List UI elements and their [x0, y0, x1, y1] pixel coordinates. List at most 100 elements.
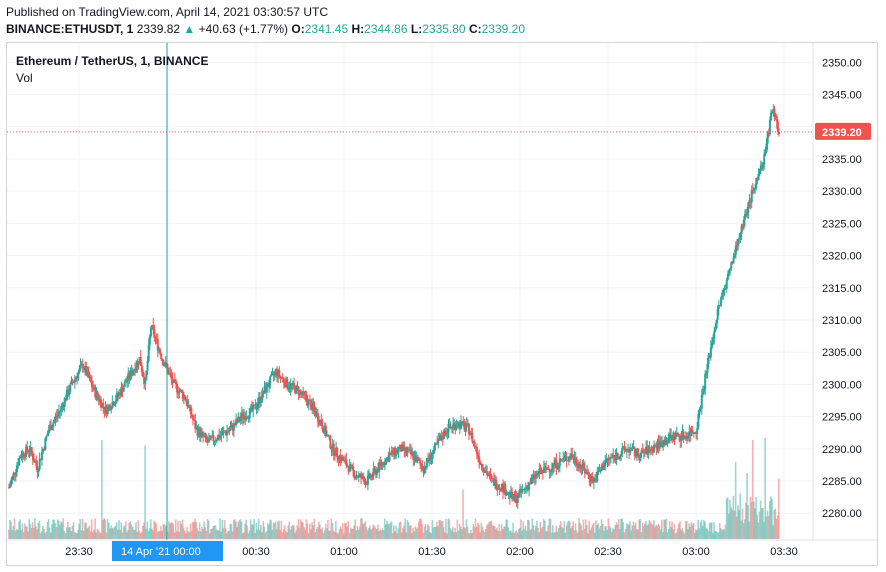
candle-body — [474, 446, 477, 448]
time-tick-label: 03:00 — [682, 546, 710, 558]
volume-bar — [565, 525, 568, 539]
candle-body — [23, 456, 26, 458]
volume-bar — [195, 521, 197, 539]
volume-bar — [642, 526, 645, 539]
candle-body — [546, 468, 549, 470]
volume-bar — [620, 518, 622, 539]
volume-bar — [557, 528, 560, 539]
candle-body — [257, 397, 260, 404]
candle-body — [378, 462, 381, 472]
volume-bar — [470, 529, 472, 539]
price-tick-label: 2320.00 — [822, 251, 862, 263]
volume-bar — [10, 521, 12, 539]
candle-body — [507, 492, 510, 495]
volume-bar — [554, 531, 556, 539]
candle-body — [768, 120, 771, 135]
volume-bar — [391, 533, 394, 539]
candle-body — [270, 374, 273, 377]
last-price-tag: 2339.20 — [815, 122, 871, 140]
candle-body — [591, 476, 594, 483]
volume-bar — [197, 531, 200, 539]
volume-bar — [205, 530, 208, 539]
chart-frame[interactable] — [6, 42, 878, 566]
candle-body — [423, 466, 426, 473]
candle-body — [475, 447, 478, 455]
candle-body — [773, 109, 776, 117]
volume-bar — [279, 529, 282, 539]
volume-bar — [34, 518, 36, 539]
candle-body — [444, 430, 447, 435]
candle-body — [186, 401, 189, 407]
candle-body — [152, 325, 155, 330]
volume-bar — [70, 530, 73, 539]
candle-body — [341, 456, 344, 461]
volume-bar — [431, 520, 434, 539]
candle-body — [151, 325, 154, 328]
volume-bar — [39, 533, 42, 539]
volume-bar — [313, 518, 316, 539]
candle-body — [407, 449, 410, 451]
candle-body — [323, 425, 326, 434]
candle-body — [72, 382, 75, 384]
chart-legend: Ethereum / TetherUS, 1, BINANCE Vol — [16, 53, 208, 87]
candle-body — [348, 464, 351, 472]
candle-body — [46, 433, 49, 436]
volume-bar — [38, 520, 41, 539]
candle-body — [322, 429, 325, 434]
candle-body — [82, 368, 85, 370]
volume-bar — [484, 528, 487, 539]
candle-body — [193, 419, 196, 421]
volume-bar — [571, 526, 573, 539]
price-tick-label: 2280.00 — [822, 508, 862, 520]
candle-body — [205, 435, 208, 440]
volume-bar — [142, 525, 144, 539]
candle-body — [11, 476, 14, 481]
volume-bar — [553, 532, 555, 539]
volume-bar — [202, 528, 204, 539]
candle-body — [408, 449, 411, 451]
volume-bar — [539, 522, 542, 539]
volume-bar — [339, 526, 342, 539]
volume-bar — [123, 525, 126, 539]
volume-bar — [260, 525, 262, 539]
volume-bar — [136, 532, 138, 539]
candle-body — [651, 446, 654, 453]
candle-body — [581, 463, 584, 469]
volume-bar — [590, 527, 593, 539]
volume-bar — [670, 526, 672, 539]
candle-body — [559, 458, 562, 461]
candle-body — [182, 395, 185, 399]
volume-bar — [436, 521, 438, 539]
candle-body — [214, 440, 217, 442]
candle-body — [683, 436, 686, 439]
volume-bar — [30, 527, 33, 539]
candle-body — [27, 451, 30, 453]
candle-body — [338, 455, 341, 461]
candle-body — [630, 447, 633, 450]
candle-body — [463, 423, 466, 431]
volume-bar — [408, 525, 411, 539]
candle-body — [406, 450, 409, 454]
volume-bar — [64, 533, 67, 539]
candle-body — [500, 484, 503, 491]
candle-body — [145, 370, 148, 380]
candle-body — [38, 458, 41, 470]
candle-body — [530, 478, 533, 484]
volume-bar — [681, 528, 684, 539]
candle-body — [189, 405, 192, 415]
volume-bar — [410, 525, 412, 539]
candle-body — [155, 338, 158, 340]
candle-body — [729, 268, 732, 271]
volume-bar — [78, 523, 81, 539]
volume-bar — [73, 531, 76, 539]
candle-body — [398, 445, 401, 449]
volume-bar — [152, 530, 154, 539]
volume-bar — [433, 526, 436, 539]
volume-bar — [318, 521, 320, 539]
candle-body — [673, 432, 676, 440]
volume-bar — [381, 528, 384, 539]
volume-bar — [613, 529, 615, 539]
candle-body — [545, 466, 548, 470]
volume-bar — [204, 526, 207, 539]
